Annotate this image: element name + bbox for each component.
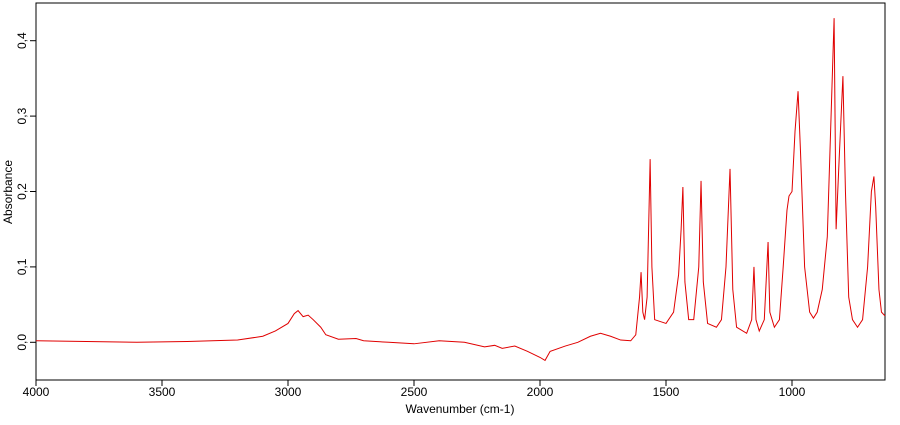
x-tick-label: 3000 [275, 385, 302, 399]
y-tick-label: 0,1 [15, 258, 29, 275]
x-tick-label: 3500 [149, 385, 176, 399]
y-tick-label: 0,2 [15, 183, 29, 200]
x-axis-label: Wavenumber (cm-1) [406, 402, 515, 416]
x-tick-label: 1500 [653, 385, 680, 399]
x-tick-label: 2000 [527, 385, 554, 399]
y-tick-label: 0,0 [15, 334, 29, 351]
x-tick-label: 4000 [23, 385, 50, 399]
x-tick-label: 1000 [779, 385, 806, 399]
spectrum-line [35, 18, 886, 362]
y-axis-label: Absorbance [1, 160, 15, 224]
y-tick-label: 0,4 [15, 32, 29, 49]
plot-frame [35, 2, 886, 381]
y-tick-label: 0,3 [15, 107, 29, 124]
x-tick-label: 2500 [401, 385, 428, 399]
